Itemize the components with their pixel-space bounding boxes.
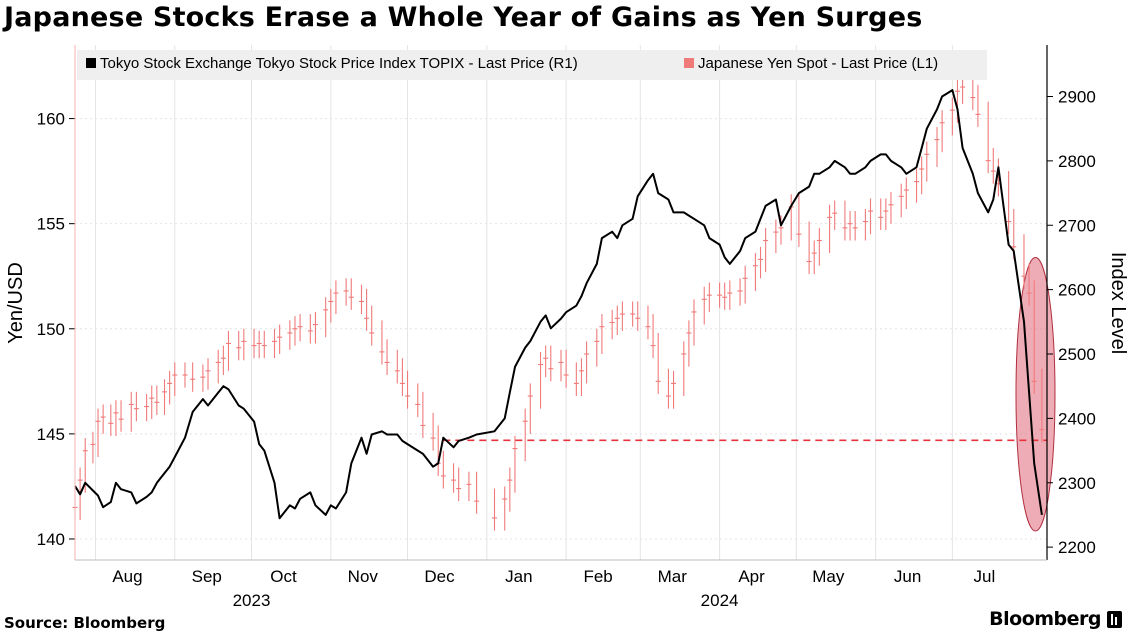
right-tick-label: 2300 [1058, 474, 1096, 493]
right-tick-label: 2200 [1058, 538, 1096, 557]
x-tick-label: Apr [738, 567, 765, 586]
legend-label-yen: Japanese Yen Spot - Last Price (L1) [698, 55, 938, 72]
bloomberg-terminal-icon [1107, 610, 1122, 628]
left-tick-label: 155 [37, 215, 65, 234]
highlight-ellipse [1015, 256, 1056, 532]
brand-name: Bloomberg [989, 608, 1101, 630]
right-tick-label: 2400 [1058, 409, 1096, 428]
left-tick-label: 140 [37, 530, 65, 549]
brand-logo: Bloomberg [989, 608, 1122, 630]
x-tick-label: Feb [583, 567, 612, 586]
legend-label-topix: Tokyo Stock Exchange Tokyo Stock Price I… [100, 55, 578, 72]
x-year-label: 2024 [701, 591, 739, 610]
x-tick-label: Sep [192, 567, 222, 586]
legend-swatch-topix [86, 58, 96, 68]
left-tick-label: 145 [37, 425, 65, 444]
x-tick-label: Jun [894, 567, 921, 586]
topix-line [74, 89, 1043, 520]
right-tick-label: 2700 [1058, 216, 1096, 235]
x-year-label: 2023 [233, 591, 271, 610]
left-axis-title: Yen/USD [5, 262, 27, 344]
right-tick-label: 2500 [1058, 345, 1096, 364]
highlight-layer [1015, 256, 1056, 532]
x-tick-label: Oct [270, 567, 297, 586]
x-tick-label: Nov [348, 567, 379, 586]
topix-series [74, 89, 1043, 520]
x-tick-label: Dec [424, 567, 455, 586]
axes: Aug Sep Oct Nov Dec Jan Feb Mar Apr May Jun Jul 2023… [5, 45, 1129, 610]
left-tick-label: 150 [37, 320, 65, 339]
x-tick-label: May [812, 567, 845, 586]
x-tick-label: Aug [112, 567, 142, 586]
legend-background [77, 50, 987, 80]
x-tick-label: Mar [658, 567, 688, 586]
right-tick-label: 2800 [1058, 152, 1096, 171]
chart-title: Japanese Stocks Erase a Whole Year of Ga… [4, 2, 923, 33]
right-axis-title: Index Level [1107, 252, 1129, 354]
yen-series [72, 74, 1045, 531]
source-note: Source: Bloomberg [4, 614, 166, 632]
grid-lines [75, 45, 1047, 560]
right-tick-label: 2900 [1058, 88, 1096, 107]
x-tick-label: Jul [973, 567, 995, 586]
legend-swatch-yen [684, 58, 694, 68]
legend: Tokyo Stock Exchange Tokyo Stock Price I… [77, 50, 987, 80]
left-tick-label: 160 [37, 110, 65, 129]
x-tick-label: Jan [505, 567, 532, 586]
right-tick-label: 2600 [1058, 281, 1096, 300]
